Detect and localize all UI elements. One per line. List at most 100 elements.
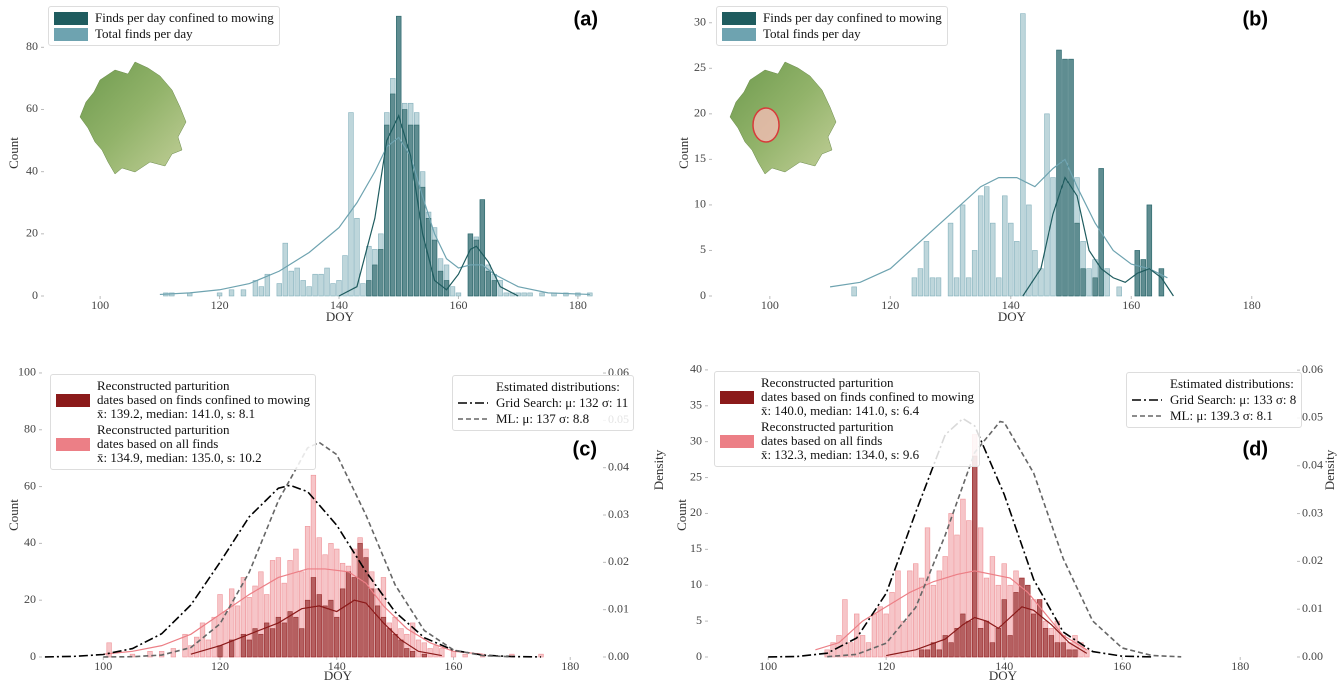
bar	[978, 196, 983, 296]
density-line	[45, 485, 541, 657]
y-tick-label: 0	[696, 649, 702, 663]
y-tick-label: 25	[690, 469, 702, 483]
bar	[925, 528, 930, 657]
bar	[378, 249, 383, 296]
y2-tick-label: 0.01	[1302, 601, 1323, 615]
bar	[218, 646, 223, 657]
bar	[1032, 250, 1037, 296]
legend-swatch	[54, 28, 88, 41]
legend-line	[458, 398, 488, 408]
bar	[229, 290, 234, 296]
y-tick-label: 5	[696, 613, 702, 627]
bar	[289, 271, 294, 296]
legend: Reconstructed parturition dates based on…	[50, 374, 316, 470]
legend-title: Estimated distributions:	[1170, 377, 1294, 391]
y-tick-label: 80	[24, 422, 36, 436]
panel-label: (a)	[574, 8, 598, 30]
bar	[990, 223, 995, 296]
y2-tick-label: 0.04	[1302, 458, 1323, 472]
bar	[337, 280, 342, 296]
bar	[1025, 585, 1030, 657]
bar	[366, 280, 371, 296]
y-tick-label: 40	[26, 163, 38, 177]
bar	[1073, 650, 1078, 657]
bar	[1038, 269, 1043, 296]
bar	[919, 578, 924, 657]
bar	[960, 205, 965, 296]
bar	[325, 268, 330, 296]
legend-text: Total finds per day	[95, 27, 193, 41]
bar	[416, 640, 421, 657]
legend-label: Total finds per day	[763, 27, 861, 41]
y2-tick-label: 0.02	[608, 554, 629, 568]
bar	[1055, 643, 1060, 657]
legend-text: Total finds per day	[763, 27, 861, 41]
legend-label: Grid Search: μ: 133 σ: 8	[1170, 393, 1296, 407]
bar	[295, 268, 300, 296]
bar	[217, 293, 222, 296]
x-tick-label: 120	[877, 659, 895, 673]
bar	[396, 16, 401, 296]
legend-label: Grid Search: μ: 132 σ: 11	[496, 396, 628, 410]
legend: Estimated distributions: Grid Search: μ: …	[1126, 372, 1302, 428]
bar	[288, 612, 293, 657]
bar	[319, 274, 324, 296]
bar	[352, 577, 357, 657]
bar	[937, 650, 942, 657]
legend-entry: Reconstructed parturition dates based on…	[56, 423, 310, 465]
bar	[996, 278, 1001, 296]
legend-swatch	[722, 28, 756, 41]
bar	[1045, 114, 1050, 296]
y2-tick-label: 0.00	[1302, 649, 1323, 663]
map-shape	[730, 62, 836, 174]
legend-swatch	[54, 12, 88, 25]
bar	[930, 278, 935, 296]
bar	[896, 571, 901, 657]
bar	[283, 243, 288, 296]
y-tick-label: 30	[694, 15, 706, 29]
map-shape	[80, 62, 186, 174]
legend-swatch	[720, 391, 754, 404]
bar	[924, 241, 929, 296]
legend-entry: Grid Search: μ: 133 σ: 8	[1132, 393, 1296, 407]
bar	[1031, 614, 1036, 657]
bar	[1093, 278, 1098, 296]
x-tick-label: 180	[1243, 298, 1261, 312]
x-tick-label: 160	[444, 659, 462, 673]
bar	[1087, 269, 1092, 296]
bar	[270, 629, 275, 657]
y-tick-label: 0	[30, 649, 36, 663]
x-tick-label: 180	[1231, 659, 1249, 673]
bar	[972, 250, 977, 296]
legend-line	[1132, 411, 1162, 421]
bar	[224, 612, 229, 657]
legend-entry: Estimated distributions:	[1132, 377, 1296, 391]
legend-title: Estimated distributions:	[496, 380, 620, 394]
bar	[282, 623, 287, 657]
panel-label: (c)	[573, 438, 597, 460]
y-tick-label: 35	[690, 398, 702, 412]
bar	[996, 628, 1001, 657]
x-axis-label: DOY	[989, 668, 1018, 683]
bar	[241, 290, 246, 296]
bar	[1081, 269, 1086, 296]
bar	[299, 629, 304, 657]
bar	[265, 274, 270, 296]
y-tick-label: 40	[24, 535, 36, 549]
y-tick-label: 20	[26, 226, 38, 240]
y-axis-label: Count	[676, 137, 691, 169]
legend-swatch	[56, 394, 90, 407]
y2-tick-label: 0.06	[1302, 362, 1323, 376]
bar	[399, 640, 404, 657]
legend: Estimated distributions: Grid Search: μ: …	[452, 375, 634, 431]
page-body: 100120140160180020406080(a)DOYCount10012…	[0, 0, 1344, 686]
legend: Finds per day confined to mowingTotal fi…	[48, 6, 280, 46]
bar	[361, 284, 366, 296]
y-axis-label: Count	[6, 499, 21, 531]
y-tick-label: 20	[24, 592, 36, 606]
legend-label: Reconstructed parturition dates based on…	[97, 379, 310, 407]
x-tick-label: 120	[211, 659, 229, 673]
y-tick-label: 25	[694, 60, 706, 74]
legend-entry: Reconstructed parturition dates based on…	[56, 379, 310, 421]
bar	[259, 287, 264, 296]
